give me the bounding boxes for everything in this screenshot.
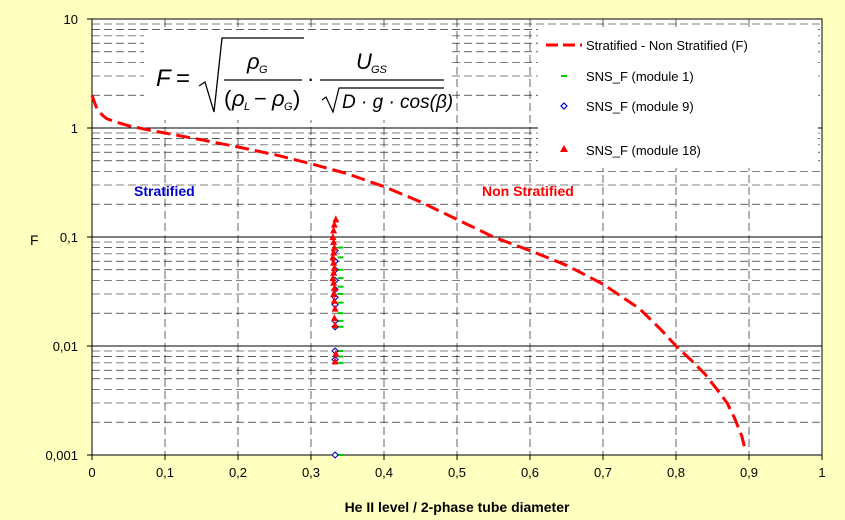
- point-module18: [330, 284, 338, 292]
- formula-dot: ·: [307, 66, 314, 91]
- point-module18: [332, 215, 340, 223]
- point-module18: [330, 258, 338, 266]
- point-module18: [330, 237, 338, 245]
- y-tick-label: 0,1: [60, 230, 78, 245]
- point-module18: [330, 226, 338, 234]
- legend-marker-module18: [560, 145, 568, 152]
- point-module18: [330, 289, 338, 297]
- legend: Stratified - Non Stratified (F) SNS_F (m…: [538, 28, 818, 168]
- series-layer: [90, 94, 747, 459]
- point-module18: [332, 349, 340, 357]
- formula-sub-l: L: [244, 101, 250, 113]
- formula-rho-g-bottom: ρ: [271, 86, 285, 111]
- point-module18: [330, 296, 338, 304]
- point-module18: [331, 304, 339, 312]
- x-axis-label: He II level / 2-phase tube diameter: [345, 499, 570, 515]
- series-line-boundary: [90, 94, 747, 451]
- x-tick-label: 1: [818, 465, 825, 480]
- legend-label-module18: SNS_F (module 18): [586, 143, 701, 158]
- y-tick-label: 0,01: [53, 339, 78, 354]
- y-axis-label: F: [30, 232, 39, 248]
- y-tick-label: 10: [64, 12, 78, 27]
- formula-sub-g-top: G: [259, 64, 268, 76]
- point-module18: [330, 278, 338, 286]
- formula-sqrt-sign-2: [321, 87, 444, 114]
- formula-sub-gs: GS: [371, 64, 388, 76]
- x-tick-label: 0,2: [229, 465, 247, 480]
- formula-f: F: [156, 65, 172, 92]
- point-module18: [330, 243, 338, 251]
- legend-label-module9: SNS_F (module 9): [586, 99, 694, 114]
- point-module18: [329, 233, 337, 240]
- formula-equals: =: [176, 65, 190, 92]
- point-module18: [330, 314, 338, 322]
- x-tick-label: 0: [88, 465, 95, 480]
- legend-background: [538, 28, 818, 168]
- formula-paren-open: (: [224, 86, 232, 111]
- point-module18: [331, 357, 339, 365]
- point-module18: [330, 248, 338, 256]
- formula-rho-g-top: ρ: [246, 49, 260, 74]
- x-tick-label: 0,7: [594, 465, 612, 480]
- formula-minus: −: [254, 86, 267, 111]
- x-tick-label: 0,5: [448, 465, 466, 480]
- y-tick-label: 1: [71, 121, 78, 136]
- x-tick-label: 0,4: [375, 465, 393, 480]
- x-tick-label: 0,6: [521, 465, 539, 480]
- formula-sqrt-sign: [198, 37, 304, 113]
- formula-denominator-2: D · g · cos(β): [342, 92, 453, 113]
- point-module18: [329, 274, 337, 282]
- x-tick-label: 0,8: [667, 465, 685, 480]
- annotation-non-stratified: Non Stratified: [482, 183, 574, 199]
- legend-label-module1: SNS_F (module 1): [586, 69, 694, 84]
- formula-background: [144, 30, 450, 120]
- point-module18: [330, 268, 338, 276]
- point-module18: [331, 321, 339, 329]
- axis-ticks: 0 0,1 0,2 0,3 0,4 0,5 0,6 0,7 0,8 0,9 1 0,001 0,01 0,…: [45, 12, 825, 480]
- point-module9: [331, 451, 339, 459]
- formula-box: F = ρ G ( ρ L − ρ G ) · U GS D · g · cos…: [144, 30, 453, 120]
- x-tick-label: 0,3: [302, 465, 320, 480]
- legend-marker-module9: [560, 102, 568, 110]
- point-module18: [329, 253, 337, 261]
- y-tick-label: 0,001: [45, 448, 78, 463]
- formula-u: U: [356, 49, 372, 74]
- point-module18: [330, 263, 338, 271]
- formula-rho-l: ρ: [231, 86, 245, 111]
- formula-sub-g-bottom: G: [284, 101, 293, 113]
- x-tick-label: 0,1: [156, 465, 174, 480]
- legend-label-boundary: Stratified - Non Stratified (F): [586, 38, 748, 53]
- point-module18: [330, 220, 338, 228]
- formula-paren-close: ): [293, 86, 300, 111]
- annotation-stratified: Stratified: [134, 183, 195, 199]
- x-tick-label: 0,9: [740, 465, 758, 480]
